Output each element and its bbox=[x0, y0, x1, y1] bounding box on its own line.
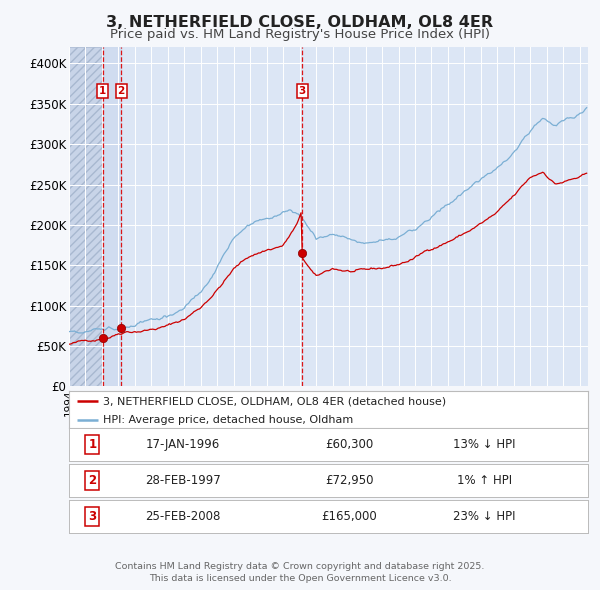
Text: 28-FEB-1997: 28-FEB-1997 bbox=[145, 474, 221, 487]
Text: 1: 1 bbox=[99, 86, 106, 96]
Text: £165,000: £165,000 bbox=[322, 510, 377, 523]
Text: 2: 2 bbox=[88, 474, 97, 487]
Text: 1: 1 bbox=[88, 438, 97, 451]
Text: 2: 2 bbox=[118, 86, 125, 96]
Text: 17-JAN-1996: 17-JAN-1996 bbox=[146, 438, 220, 451]
Bar bbox=[69, 47, 103, 386]
Text: 3: 3 bbox=[88, 510, 97, 523]
Text: 1% ↑ HPI: 1% ↑ HPI bbox=[457, 474, 512, 487]
Text: Contains HM Land Registry data © Crown copyright and database right 2025.
This d: Contains HM Land Registry data © Crown c… bbox=[115, 562, 485, 583]
Bar bbox=[103, 47, 121, 386]
Text: 3, NETHERFIELD CLOSE, OLDHAM, OL8 4ER: 3, NETHERFIELD CLOSE, OLDHAM, OL8 4ER bbox=[106, 15, 494, 30]
Text: 3, NETHERFIELD CLOSE, OLDHAM, OL8 4ER (detached house): 3, NETHERFIELD CLOSE, OLDHAM, OL8 4ER (d… bbox=[103, 396, 446, 407]
Text: £72,950: £72,950 bbox=[325, 474, 374, 487]
Text: 13% ↓ HPI: 13% ↓ HPI bbox=[453, 438, 515, 451]
Text: HPI: Average price, detached house, Oldham: HPI: Average price, detached house, Oldh… bbox=[103, 415, 353, 425]
Text: 25-FEB-2008: 25-FEB-2008 bbox=[145, 510, 221, 523]
Text: Price paid vs. HM Land Registry's House Price Index (HPI): Price paid vs. HM Land Registry's House … bbox=[110, 28, 490, 41]
Text: 23% ↓ HPI: 23% ↓ HPI bbox=[453, 510, 515, 523]
Text: 3: 3 bbox=[299, 86, 306, 96]
Text: £60,300: £60,300 bbox=[325, 438, 373, 451]
